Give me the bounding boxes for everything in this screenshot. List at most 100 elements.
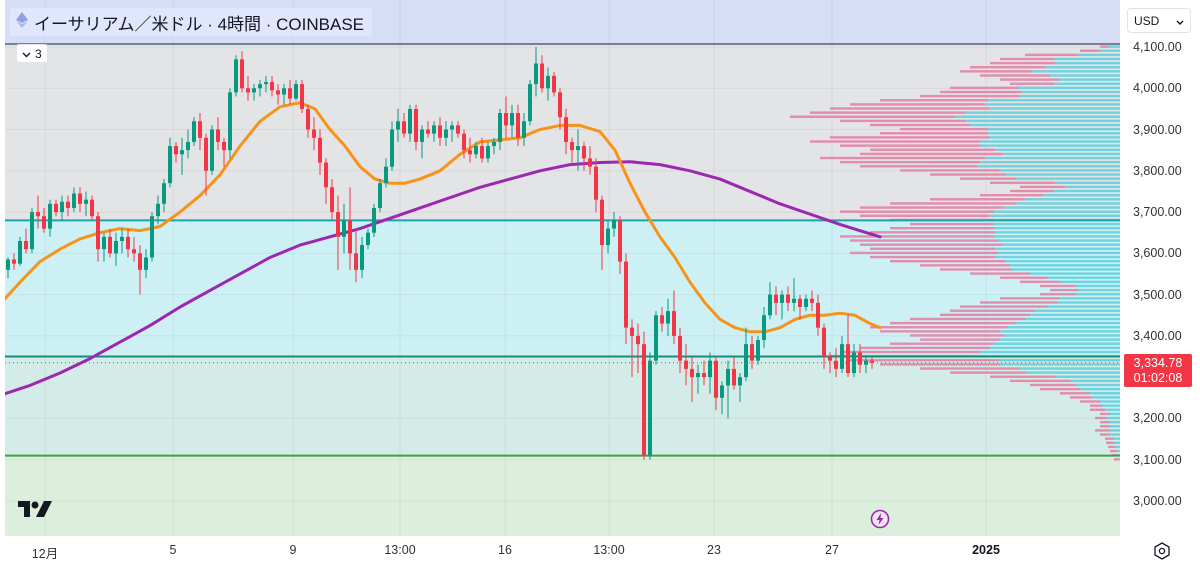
candle-body xyxy=(504,113,508,126)
candle-body xyxy=(762,315,766,341)
price-axis[interactable]: 4,100.00 4,000.00 3,900.00 3,800.00 3,700.00… xyxy=(1122,0,1200,536)
candle-body xyxy=(870,360,874,363)
volume-profile-down-bar xyxy=(970,66,1045,69)
volume-profile-up-bar xyxy=(988,99,1120,102)
currency-selector[interactable]: USD xyxy=(1127,8,1191,33)
volume-profile-down-bar xyxy=(810,111,965,114)
volume-profile-up-bar xyxy=(1020,367,1120,370)
time-axis-label: 12月 xyxy=(31,547,59,561)
volume-profile-up-bar xyxy=(1110,412,1120,416)
volume-profile-up-bar xyxy=(1102,404,1120,407)
volume-profile-down-bar xyxy=(1100,420,1110,424)
volume-profile-up-bar xyxy=(1016,321,1120,325)
volume-profile-down-bar xyxy=(850,103,985,106)
volume-profile-up-bar xyxy=(1003,206,1120,209)
candle-body xyxy=(324,162,328,188)
candle-body xyxy=(606,228,610,246)
volume-profile-down-bar xyxy=(890,342,994,345)
candle-body xyxy=(258,84,262,89)
candle-body xyxy=(12,259,16,264)
candle-body xyxy=(42,216,46,229)
indicator-count: 3 xyxy=(35,46,42,61)
volume-profile-down-bar xyxy=(920,338,1000,341)
candle-body xyxy=(360,245,364,270)
volume-profile-down-bar xyxy=(950,371,1027,374)
volume-profile-up-bar xyxy=(990,346,1120,350)
volume-profile-up-bar xyxy=(1045,66,1120,69)
candle-body xyxy=(378,183,382,208)
price-axis-label: 3,400.00 xyxy=(1133,328,1182,343)
volume-profile-up-bar xyxy=(1077,53,1120,57)
volume-profile-down-bar xyxy=(1090,404,1102,407)
volume-profile-up-bar xyxy=(998,359,1120,362)
volume-profile-down-bar xyxy=(910,334,1005,337)
volume-profile-up-bar xyxy=(970,123,1120,127)
price-axis-label: 3,600.00 xyxy=(1133,246,1182,261)
volume-profile-down-bar xyxy=(840,160,980,164)
lower-zone xyxy=(5,455,1120,536)
lightning-icon[interactable] xyxy=(870,509,890,529)
candle-body xyxy=(738,377,742,386)
candle-body xyxy=(30,212,34,250)
candle-body xyxy=(480,146,484,159)
tradingview-logo[interactable] xyxy=(18,499,54,524)
candle-body xyxy=(492,141,496,147)
volume-profile-up-bar xyxy=(1110,433,1120,436)
volume-profile-up-bar xyxy=(1110,420,1120,424)
volume-profile-up-bar xyxy=(1004,334,1120,337)
time-axis-label: 2025 xyxy=(972,543,1000,557)
indicator-collapse-button[interactable]: 3 xyxy=(16,44,48,63)
candle-body xyxy=(78,193,82,204)
candle-body xyxy=(498,113,502,142)
support-zone xyxy=(5,356,1120,456)
volume-profile-up-bar xyxy=(994,210,1120,213)
volume-profile-down-bar xyxy=(870,247,995,251)
time-axis[interactable]: 12月 5 9 13:00 16 13:00 23 27 2025 xyxy=(0,536,1120,566)
volume-profile-up-bar xyxy=(1035,309,1120,312)
price-axis-label: 3,200.00 xyxy=(1133,411,1182,426)
chevron-down-icon xyxy=(22,47,31,61)
candle-body xyxy=(210,129,214,171)
volume-profile-down-bar xyxy=(860,206,1003,209)
bar-countdown: 01:02:08 xyxy=(1133,371,1183,385)
volume-profile-down-bar xyxy=(1010,189,1054,193)
candle-body xyxy=(354,253,358,270)
volume-profile-up-bar xyxy=(1070,379,1120,383)
candle-body xyxy=(786,294,790,303)
candle-body xyxy=(300,84,304,109)
candle-body xyxy=(702,373,706,378)
volume-profile-up-bar xyxy=(1065,185,1120,189)
volume-profile-up-bar xyxy=(1018,86,1120,90)
price-axis-label: 3,000.00 xyxy=(1133,493,1182,508)
candle-body xyxy=(408,108,412,134)
candle-body xyxy=(390,129,394,167)
candle-body xyxy=(348,220,352,254)
volume-profile-up-bar xyxy=(1050,74,1120,77)
volume-profile-up-bar xyxy=(1080,387,1120,391)
settings-hexagon-icon[interactable] xyxy=(1152,541,1172,561)
volume-profile-down-bar xyxy=(880,99,988,102)
candle-body xyxy=(444,129,448,138)
volume-profile-up-bar xyxy=(1110,425,1120,428)
volume-profile-up-bar xyxy=(965,111,1120,114)
chart-plot-area[interactable] xyxy=(3,0,1120,536)
volume-profile-down-bar xyxy=(840,235,994,238)
candle-body xyxy=(864,360,868,365)
candle-body xyxy=(114,240,118,254)
volume-profile-down-bar xyxy=(890,202,1017,205)
volume-profile-up-bar xyxy=(1075,383,1120,387)
volume-profile-up-bar xyxy=(985,103,1120,106)
volume-profile-down-bar xyxy=(1050,288,1078,292)
candle-body xyxy=(564,117,568,142)
symbol-title-bar[interactable]: イーサリアム／米ドル · 4時間 · COINBASE xyxy=(10,8,372,36)
time-axis-label: 13:00 xyxy=(593,543,625,557)
candle-body xyxy=(426,129,430,134)
candle-body xyxy=(708,360,712,378)
volume-profile-up-bar xyxy=(995,247,1120,251)
candle-body xyxy=(780,294,784,303)
volume-profile-up-bar xyxy=(1060,280,1120,284)
volume-profile-down-bar xyxy=(1100,45,1108,48)
volume-profile-down-bar xyxy=(840,210,994,213)
volume-profile-down-bar xyxy=(1105,437,1114,440)
volume-profile-down-bar xyxy=(950,309,1035,312)
